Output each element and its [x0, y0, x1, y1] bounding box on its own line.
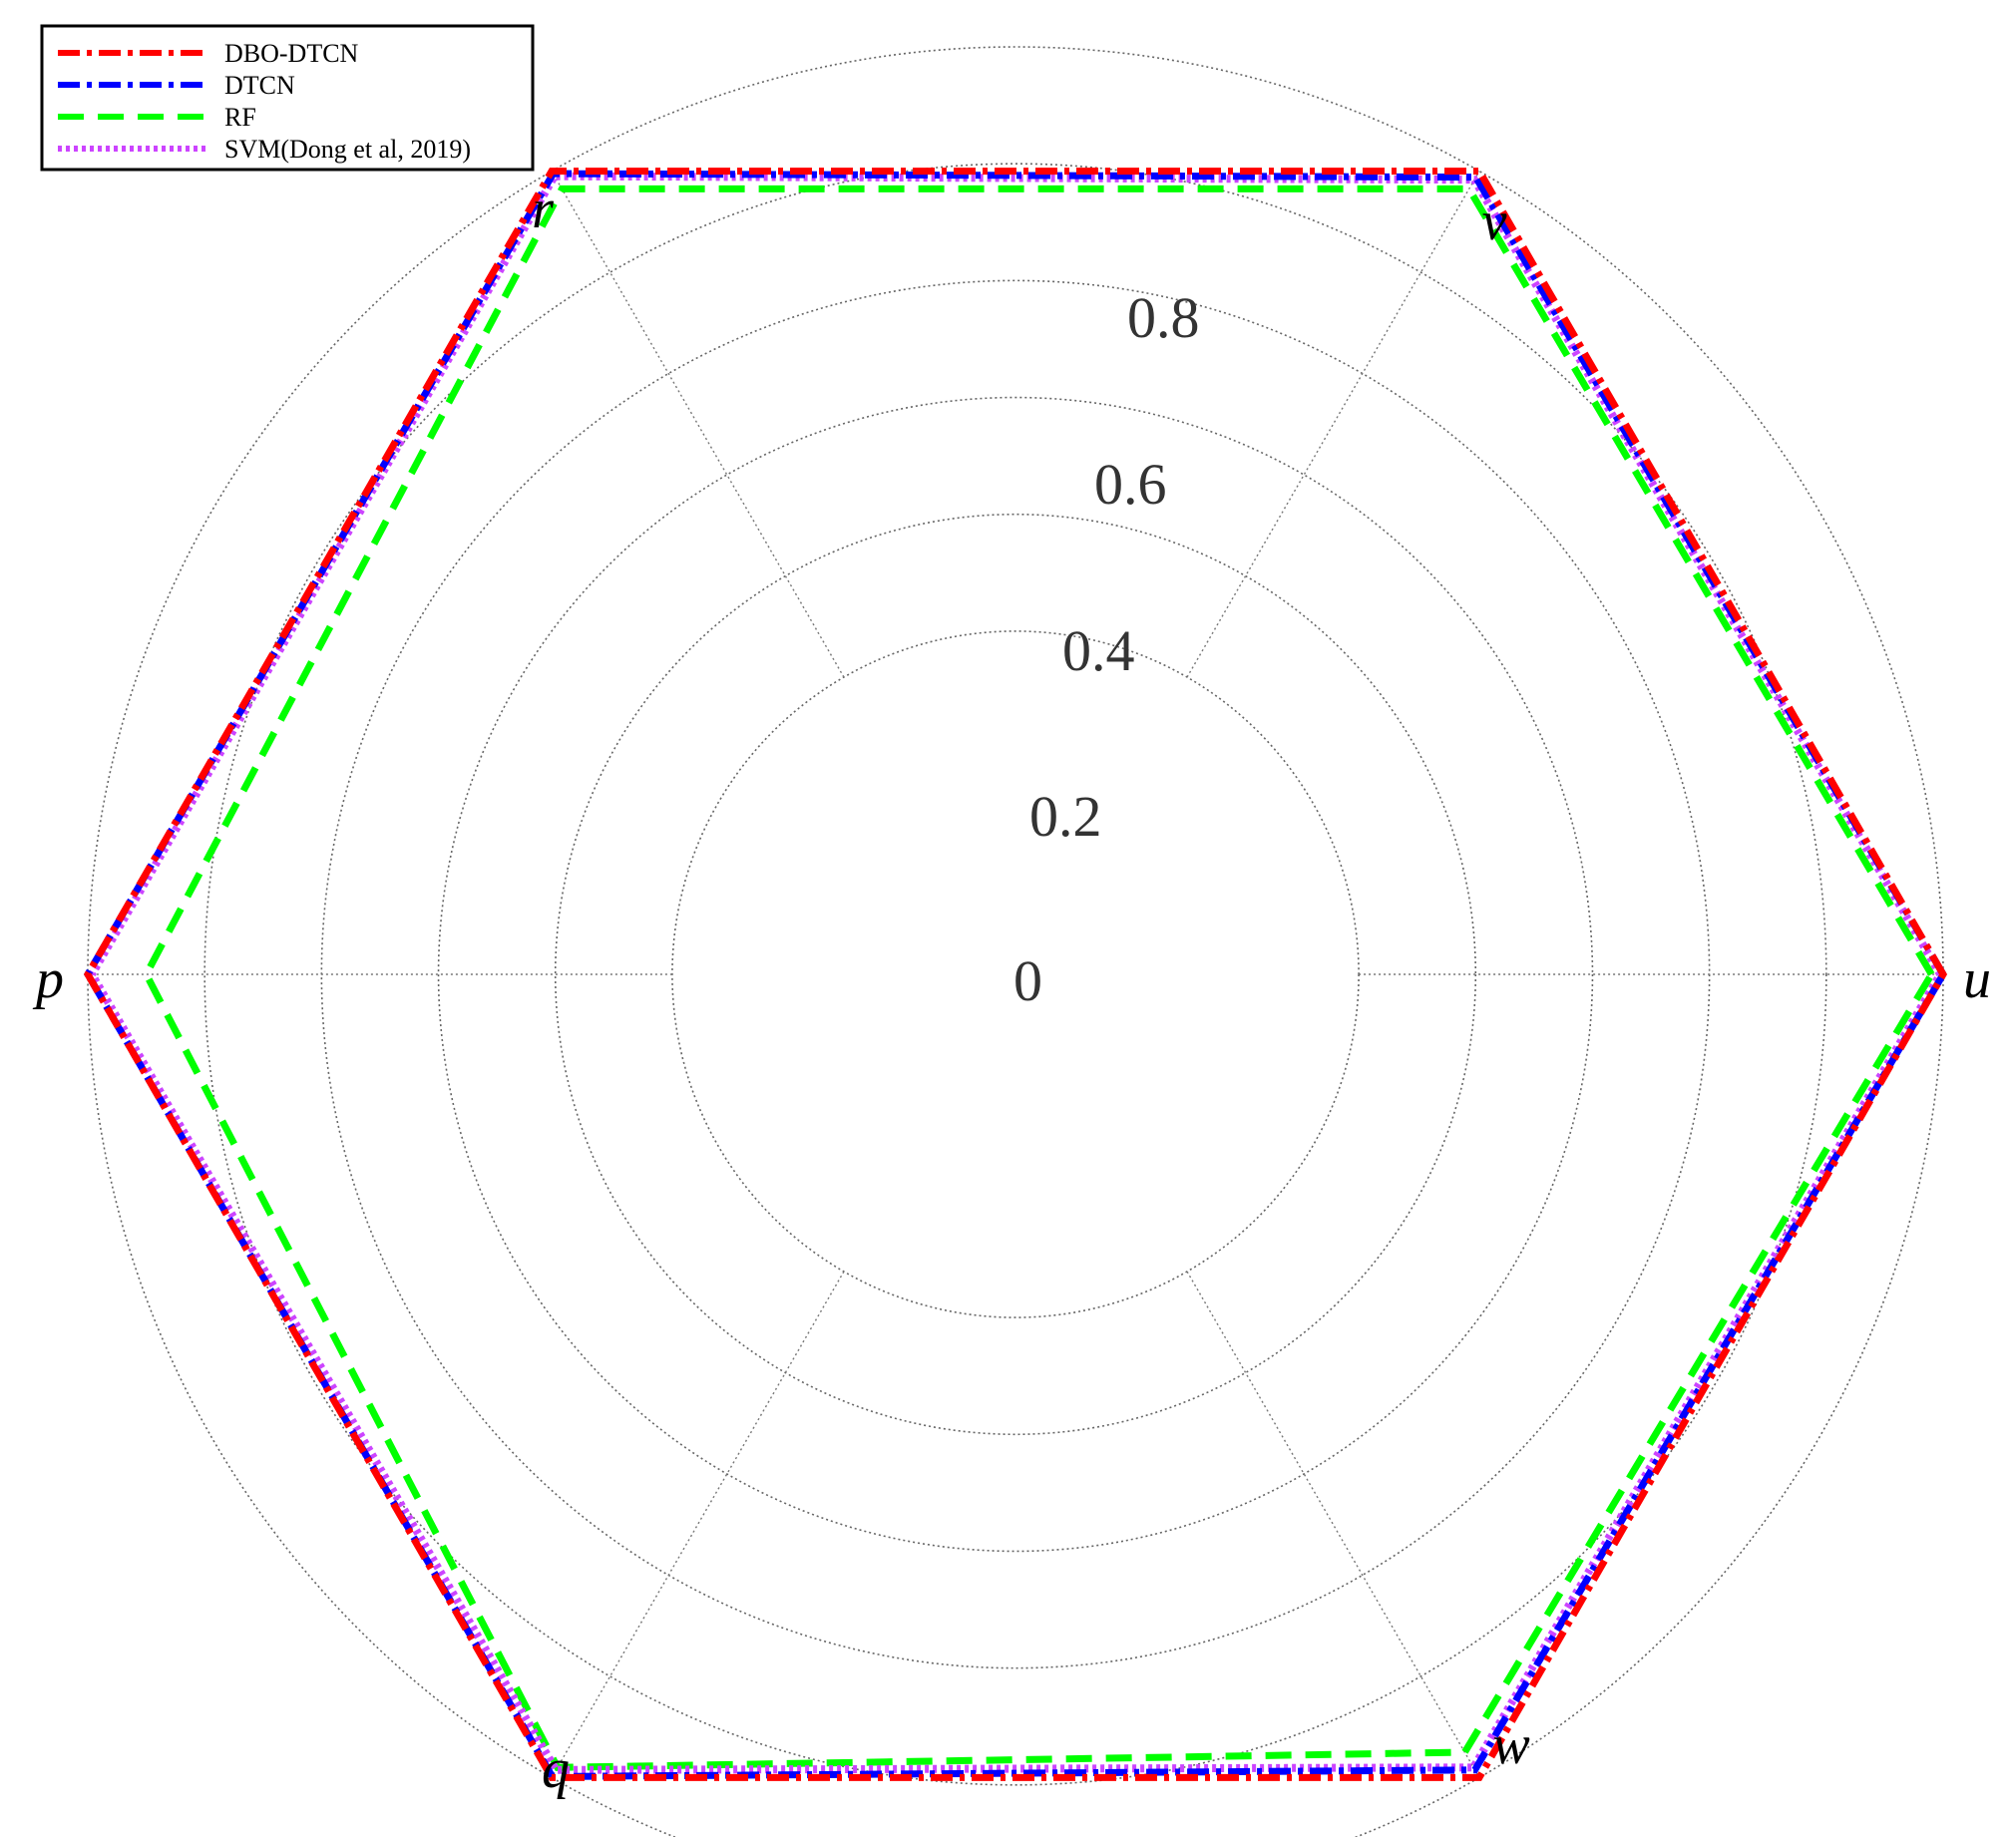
axis-label-r: r	[532, 179, 554, 240]
tick-label: 0.2	[1029, 784, 1102, 849]
legend: DBO-DTCN DTCN RF SVM(Dong et al, 2019)	[40, 24, 535, 172]
spoke-q	[551, 1271, 845, 1778]
labels: 0 0.2 0.4 0.6 0.8 u v r p q w	[32, 179, 1991, 1800]
tick-label: 0.6	[1094, 452, 1167, 517]
tick-label: 0.4	[1062, 618, 1135, 683]
spoke-v	[1186, 171, 1480, 678]
series-svm-dong-et-al-2019	[87, 172, 1945, 1774]
axis-label-w: w	[1492, 1714, 1529, 1776]
spoke-w	[1186, 1271, 1480, 1778]
series-dbo-dtcn	[83, 168, 1948, 1781]
tick-label: 0.8	[1127, 285, 1200, 350]
series-layer	[83, 168, 1948, 1781]
spoke-r	[551, 171, 845, 678]
axis-label-u: u	[1963, 948, 1991, 1010]
legend-label: RF	[224, 103, 256, 132]
grid-ring	[437, 396, 1594, 1553]
legend-label: SVM(Dong et al, 2019)	[224, 135, 471, 164]
grid-ring	[203, 163, 1827, 1786]
tick-label: 0	[1013, 948, 1042, 1013]
grid	[87, 46, 1944, 1837]
axis-label-v: v	[1482, 190, 1507, 252]
legend-label: DTCN	[224, 71, 295, 100]
grid-ring	[87, 46, 1944, 1837]
grid-ring	[554, 513, 1477, 1436]
axis-label-p: p	[32, 948, 64, 1010]
legend-label: DBO-DTCN	[224, 39, 359, 68]
axis-label-q: q	[542, 1738, 570, 1800]
